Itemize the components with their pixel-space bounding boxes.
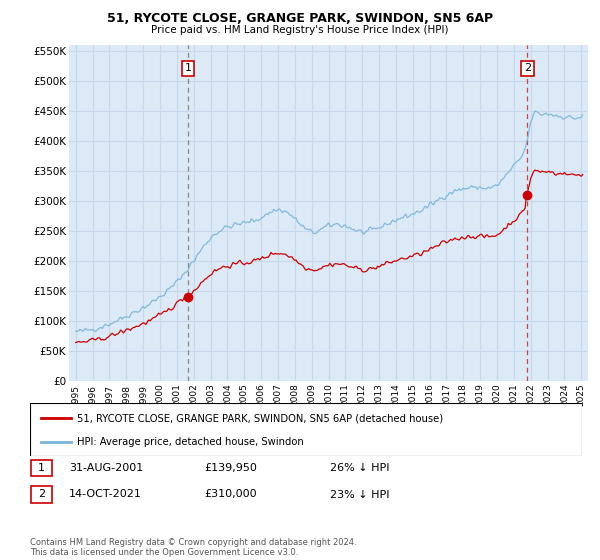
Text: £310,000: £310,000 (204, 489, 257, 500)
FancyBboxPatch shape (30, 403, 582, 456)
Text: 2: 2 (524, 63, 531, 73)
FancyBboxPatch shape (31, 460, 52, 475)
Text: 23% ↓ HPI: 23% ↓ HPI (330, 489, 389, 500)
FancyBboxPatch shape (31, 487, 52, 502)
Text: 1: 1 (38, 463, 45, 473)
Text: 26% ↓ HPI: 26% ↓ HPI (330, 463, 389, 473)
Text: 51, RYCOTE CLOSE, GRANGE PARK, SWINDON, SN5 6AP: 51, RYCOTE CLOSE, GRANGE PARK, SWINDON, … (107, 12, 493, 25)
Text: Price paid vs. HM Land Registry's House Price Index (HPI): Price paid vs. HM Land Registry's House … (151, 25, 449, 35)
Text: £139,950: £139,950 (204, 463, 257, 473)
Text: Contains HM Land Registry data © Crown copyright and database right 2024.
This d: Contains HM Land Registry data © Crown c… (30, 538, 356, 557)
Text: 1: 1 (185, 63, 191, 73)
Text: 31-AUG-2001: 31-AUG-2001 (69, 463, 143, 473)
Text: 14-OCT-2021: 14-OCT-2021 (69, 489, 142, 500)
Text: 2: 2 (38, 489, 45, 500)
Text: 51, RYCOTE CLOSE, GRANGE PARK, SWINDON, SN5 6AP (detached house): 51, RYCOTE CLOSE, GRANGE PARK, SWINDON, … (77, 413, 443, 423)
Text: HPI: Average price, detached house, Swindon: HPI: Average price, detached house, Swin… (77, 436, 304, 446)
